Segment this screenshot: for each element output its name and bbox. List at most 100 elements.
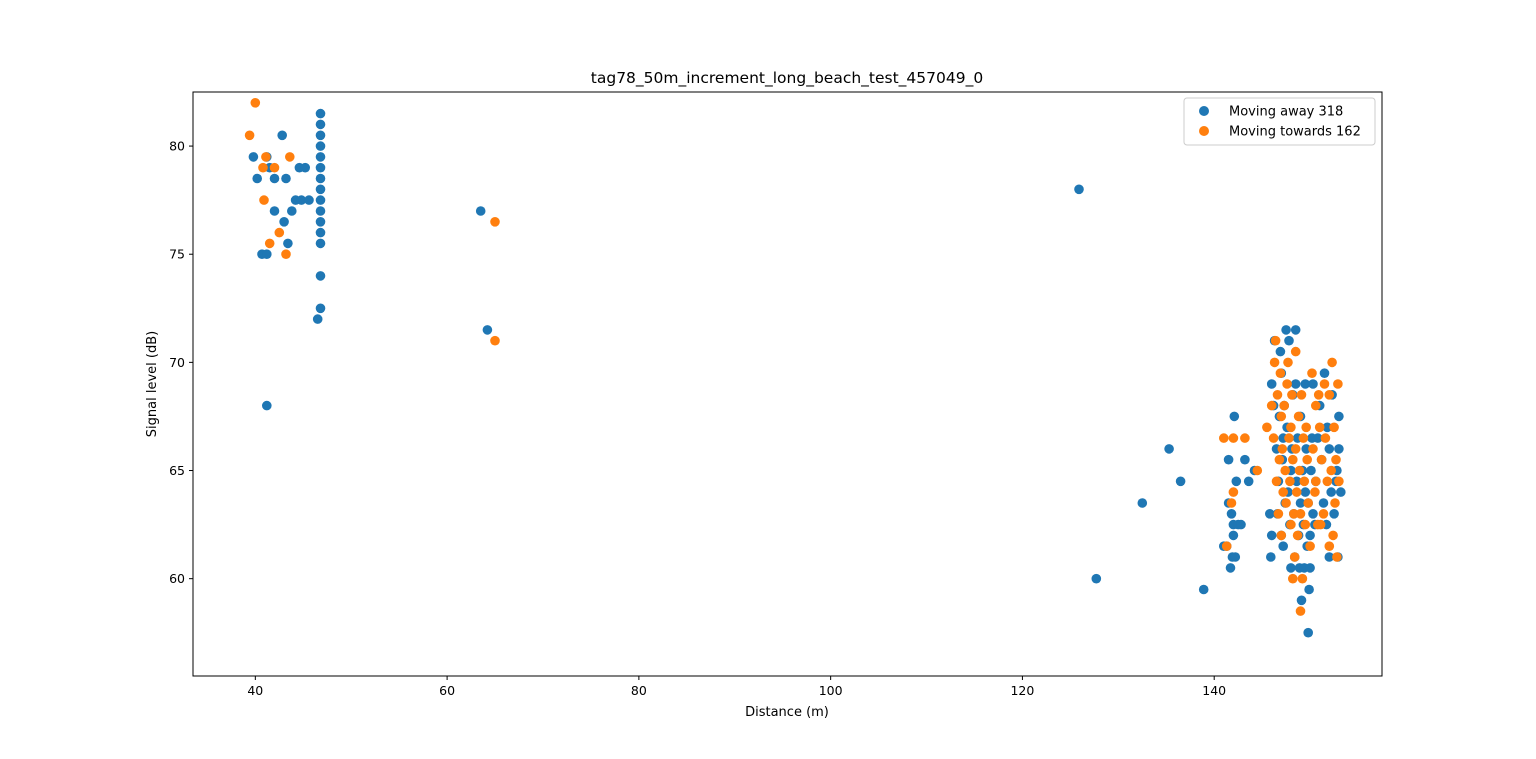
point-towards-24 — [1271, 476, 1282, 487]
point-towards-72 — [1319, 379, 1330, 389]
point-towards-11 — [490, 335, 500, 346]
point-away-57 — [1240, 454, 1250, 465]
point-away-103 — [1301, 444, 1311, 454]
point-towards-52 — [1294, 465, 1305, 476]
point-towards-73 — [1320, 433, 1331, 443]
point-towards-7 — [274, 227, 285, 238]
point-towards-57 — [1298, 433, 1309, 443]
point-away-29 — [315, 206, 326, 216]
point-towards-46 — [1289, 552, 1300, 562]
point-away-101 — [1300, 487, 1311, 497]
point-away-33 — [315, 271, 326, 281]
x-tick-label-40: 40 — [247, 683, 263, 698]
point-away-40 — [1164, 444, 1174, 454]
point-towards-84 — [1333, 379, 1343, 389]
point-towards-53 — [1295, 509, 1306, 519]
point-away-127 — [1329, 509, 1339, 519]
point-towards-38 — [1284, 433, 1294, 443]
point-towards-17 — [1240, 433, 1250, 443]
point-away-119 — [1318, 498, 1329, 508]
point-towards-61 — [1302, 454, 1312, 465]
point-away-123 — [1324, 552, 1335, 562]
point-towards-36 — [1282, 379, 1292, 389]
point-away-0 — [248, 152, 259, 162]
legend-marker-moving-towards — [1199, 126, 1209, 136]
point-towards-26 — [1273, 509, 1284, 519]
x-tick-label-100: 100 — [819, 683, 843, 698]
point-away-48 — [1226, 509, 1237, 519]
point-towards-5 — [264, 238, 275, 249]
point-towards-32 — [1278, 487, 1288, 497]
point-towards-48 — [1290, 346, 1301, 357]
point-towards-14 — [1226, 498, 1237, 508]
point-towards-78 — [1327, 357, 1337, 368]
point-towards-41 — [1286, 422, 1296, 433]
point-away-52 — [1229, 411, 1240, 422]
point-towards-34 — [1280, 465, 1290, 476]
point-away-39 — [1137, 498, 1148, 508]
point-towards-20 — [1266, 400, 1277, 411]
point-away-109 — [1305, 563, 1315, 573]
point-away-102 — [1300, 379, 1311, 389]
point-away-58 — [1243, 476, 1254, 487]
point-away-60 — [1265, 509, 1275, 519]
point-away-74 — [1278, 541, 1288, 551]
x-axis-label: Distance (m) — [745, 705, 829, 720]
point-towards-88 — [1315, 519, 1326, 530]
point-away-36 — [482, 325, 493, 335]
point-away-108 — [1305, 530, 1315, 541]
point-away-81 — [1284, 335, 1294, 346]
point-towards-37 — [1283, 357, 1293, 368]
point-towards-30 — [1276, 411, 1287, 422]
point-away-1 — [252, 173, 262, 184]
point-towards-56 — [1297, 573, 1308, 584]
point-away-124 — [1324, 444, 1335, 454]
point-away-8 — [269, 173, 280, 184]
point-away-12 — [283, 238, 293, 249]
point-towards-59 — [1300, 519, 1311, 530]
point-away-35 — [475, 206, 486, 216]
x-tick-label-120: 120 — [1010, 683, 1034, 698]
point-away-63 — [1266, 379, 1277, 389]
point-towards-27 — [1274, 454, 1285, 465]
point-away-10 — [279, 217, 289, 227]
chart-title: tag78_50m_increment_long_beach_test_4570… — [591, 69, 983, 88]
point-away-20 — [315, 108, 326, 119]
point-towards-71 — [1318, 509, 1329, 519]
point-away-16 — [296, 195, 307, 205]
y-tick-label-65: 65 — [169, 463, 185, 478]
point-away-38 — [1091, 573, 1102, 584]
point-towards-18 — [1252, 465, 1263, 476]
point-towards-21 — [1268, 433, 1279, 443]
point-away-11 — [281, 173, 291, 184]
point-towards-45 — [1289, 509, 1299, 519]
point-away-120 — [1319, 368, 1330, 379]
point-towards-2 — [258, 162, 268, 173]
point-towards-9 — [285, 152, 295, 162]
point-towards-28 — [1275, 368, 1286, 379]
point-away-89 — [1290, 379, 1301, 389]
point-away-4 — [262, 400, 272, 411]
point-towards-42 — [1287, 390, 1297, 400]
point-away-78 — [1281, 325, 1291, 335]
point-towards-85 — [1334, 476, 1344, 487]
point-away-42 — [1198, 584, 1209, 595]
point-towards-83 — [1332, 552, 1342, 562]
point-towards-1 — [250, 98, 261, 108]
point-towards-43 — [1288, 454, 1298, 465]
point-towards-49 — [1291, 487, 1302, 497]
point-away-24 — [315, 152, 326, 162]
y-tick-label-80: 80 — [169, 139, 185, 154]
point-away-41 — [1175, 476, 1186, 487]
point-towards-31 — [1277, 444, 1288, 454]
point-towards-60 — [1301, 422, 1311, 433]
point-away-32 — [315, 238, 326, 249]
point-away-113 — [1308, 379, 1318, 389]
x-tick-label-140: 140 — [1202, 683, 1226, 698]
point-towards-54 — [1295, 606, 1306, 616]
point-away-110 — [1306, 465, 1316, 476]
y-axis-ticks: 60 65 70 75 80 — [169, 139, 193, 586]
point-towards-23 — [1270, 335, 1281, 346]
point-towards-55 — [1296, 390, 1307, 400]
